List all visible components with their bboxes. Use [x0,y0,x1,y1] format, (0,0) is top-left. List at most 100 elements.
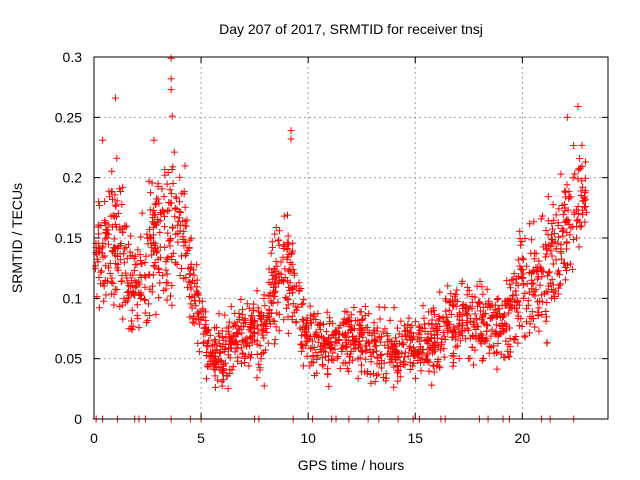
data-point [300,296,308,304]
data-point [307,332,315,340]
data-point [526,329,534,337]
data-point [400,360,408,368]
data-point [478,331,486,339]
data-point [284,329,292,337]
data-point [506,324,514,332]
data-point [243,300,251,308]
data-point [421,324,429,332]
data-point [132,278,140,286]
data-point [456,337,464,345]
data-point [579,211,587,219]
data-point [201,323,209,331]
data-point [575,243,583,251]
data-point [282,304,290,312]
data-point [384,338,392,346]
data-point [218,327,226,335]
data-point [398,340,406,348]
data-point [224,385,232,393]
data-point [183,283,191,291]
data-point [346,326,354,334]
data-point [312,330,320,338]
data-point [478,283,486,291]
data-point [531,323,539,331]
data-point [346,353,354,361]
data-point [416,326,424,334]
data-point [113,264,121,272]
data-point [574,210,582,218]
data-point [103,277,111,285]
data-point [551,293,559,301]
data-point [442,307,450,315]
data-point [195,348,203,356]
data-point [275,310,283,318]
data-point [160,208,168,216]
data-point [417,334,425,342]
data-point [390,348,398,356]
data-point [217,357,225,365]
data-point [106,269,114,277]
data-point [447,290,455,298]
data-point [332,334,340,342]
data-point [181,251,189,259]
data-point [350,303,358,311]
data-point [109,279,117,287]
data-point [150,261,158,269]
data-point [202,317,210,325]
data-point [550,216,558,224]
data-point [554,233,562,241]
data-point [257,320,265,328]
data-point [283,295,291,303]
data-point [163,296,171,304]
data-point [548,225,556,233]
data-point [557,170,565,178]
data-point [185,244,193,252]
data-point [453,298,461,306]
data-point [523,280,531,288]
data-point [514,256,522,264]
data-point [176,221,184,229]
data-point [228,337,236,345]
data-point [272,323,280,331]
data-point [268,268,276,276]
data-point [278,276,286,284]
data-point [167,75,175,83]
data-point [106,193,114,201]
data-point [142,252,150,260]
data-point [473,282,481,290]
data-point [149,206,157,214]
data-point [413,335,421,343]
data-point [394,377,402,385]
data-point [285,283,293,291]
data-point [253,374,261,382]
data-point [146,225,154,233]
data-point [307,319,315,327]
data-point [562,217,570,225]
data-point [147,189,155,197]
data-point [495,305,503,313]
data-point [526,220,534,228]
data-point [452,335,460,343]
data-point [394,367,402,375]
data-point [167,86,175,94]
data-point [93,293,101,301]
data-point [518,266,526,274]
data-point [510,270,518,278]
data-point [329,356,337,364]
data-point [365,310,373,318]
x-axis-label: GPS time / hours [298,457,405,473]
data-point [193,290,201,298]
data-point [124,279,132,287]
data-point [406,358,414,366]
data-point [406,342,414,350]
data-point [375,360,383,368]
data-point [141,309,149,317]
y-axis-label: SRMTID / TECUs [9,183,25,293]
data-point [450,359,458,367]
data-point [555,267,563,275]
data-point [225,318,233,326]
data-point [99,136,107,144]
data-point [292,319,300,327]
data-point [512,279,520,287]
data-point [366,340,374,348]
data-point [232,344,240,352]
